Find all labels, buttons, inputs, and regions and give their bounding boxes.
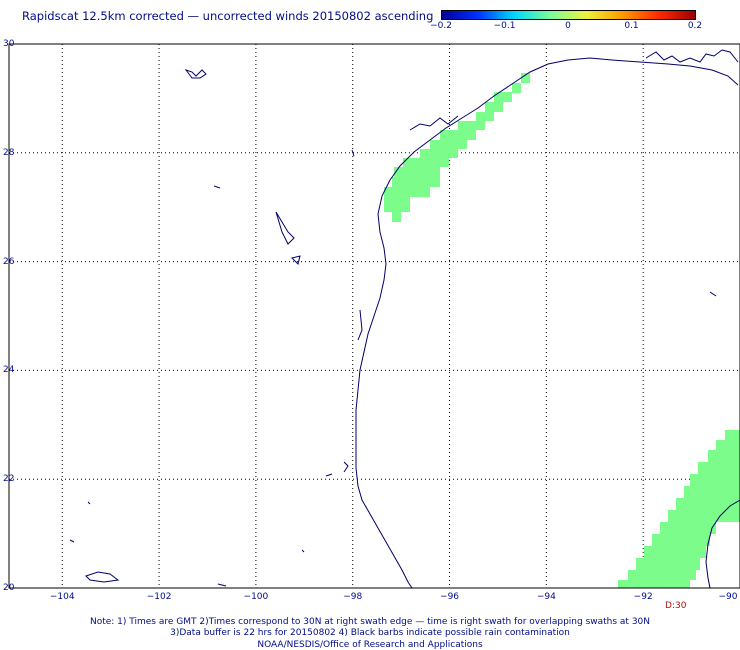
- wind-difference-cell: [420, 149, 458, 158]
- lake-4: [291, 255, 301, 265]
- wind-difference-cell: [652, 534, 710, 546]
- latitude-label: 24: [3, 365, 15, 376]
- wind-difference-cell: [660, 522, 716, 534]
- color-scale-tick-label: 0.2: [687, 21, 703, 31]
- wind-difference-cells: [384, 73, 740, 588]
- longitude-label: −102: [146, 592, 172, 602]
- islet-2: [709, 291, 717, 297]
- bay-inlet: [409, 115, 459, 131]
- wind-difference-cell: [430, 140, 467, 149]
- wind-difference-cell: [384, 197, 410, 212]
- wind-difference-cell: [628, 570, 696, 580]
- islet-5: [301, 549, 305, 553]
- wind-difference-cell: [676, 498, 740, 510]
- wind-difference-cell: [440, 130, 476, 140]
- wind-difference-cell: [618, 580, 690, 588]
- lagoon-1: [357, 309, 363, 341]
- islet-4: [69, 539, 75, 543]
- map-frame: [8, 43, 740, 589]
- wind-difference-cell: [512, 83, 521, 93]
- longitude-label: −100: [243, 592, 269, 602]
- islet: [351, 149, 355, 157]
- wind-difference-cell: [636, 558, 700, 570]
- lagoon-3: [325, 473, 333, 477]
- swath-time-label: D:30: [665, 601, 687, 611]
- lake-2: [213, 185, 221, 189]
- wind-difference-cell: [494, 92, 512, 102]
- reservoir-1: [85, 571, 120, 583]
- color-scale-tick-label: 0: [565, 21, 571, 31]
- wind-difference-cell: [403, 158, 449, 167]
- latitude-label: 26: [3, 256, 15, 267]
- wind-difference-cell: [716, 440, 740, 450]
- wind-difference-cell: [392, 212, 401, 222]
- wind-difference-cell: [394, 167, 440, 177]
- wind-difference-cell: [725, 430, 740, 440]
- color-scale-tick-label: −0.1: [493, 21, 516, 31]
- wind-difference-cell: [476, 112, 494, 121]
- lake-1: [184, 69, 207, 79]
- color-scale-tick-label: 0.1: [624, 21, 639, 31]
- wind-difference-cell: [668, 510, 740, 522]
- wind-difference-cell: [392, 177, 440, 187]
- color-scale-bar: [441, 10, 696, 20]
- note-line-2: 3)Data buffer is 22 hrs for 20150802 4) …: [170, 628, 570, 638]
- longitude-label: −104: [49, 592, 75, 602]
- coast-louisiana: [645, 49, 739, 63]
- wind-difference-cell: [684, 486, 740, 498]
- latitude-label: 30: [3, 39, 15, 49]
- wind-difference-cell: [698, 462, 740, 474]
- wind-difference-cell: [384, 187, 430, 197]
- wind-difference-cell: [644, 546, 706, 558]
- wind-difference-cell: [458, 121, 485, 130]
- longitude-label: −98: [343, 592, 363, 602]
- coastline: [69, 49, 740, 589]
- longitude-label: −90: [718, 592, 738, 602]
- note-line-3: NOAA/NESDIS/Office of Research and Appli…: [257, 640, 483, 650]
- map-title: Rapidscat 12.5km corrected — uncorrected…: [22, 9, 434, 23]
- wind-difference-cell: [485, 102, 503, 112]
- wind-difference-cell: [521, 73, 530, 83]
- lat-lon-grid: [9, 43, 740, 589]
- lake-3: [275, 211, 295, 245]
- longitude-label: −92: [633, 592, 653, 602]
- wind-difference-cell: [708, 450, 740, 462]
- longitude-label: −96: [440, 592, 460, 602]
- coast-mainland: [355, 57, 739, 589]
- coast-campeche: [705, 499, 740, 589]
- reservoir-2: [217, 583, 227, 587]
- latitude-label: 28: [3, 147, 15, 158]
- longitude-label: −94: [536, 592, 556, 602]
- color-scale-tick-label: −0.2: [430, 21, 452, 31]
- latitude-label: 22: [3, 474, 15, 485]
- islet-3: [87, 501, 91, 505]
- note-line-1: Note: 1) Times are GMT 2)Times correspon…: [89, 617, 651, 627]
- latitude-label: 20: [3, 583, 15, 593]
- wind-difference-cell: [690, 474, 740, 486]
- lagoon-2: [343, 461, 349, 473]
